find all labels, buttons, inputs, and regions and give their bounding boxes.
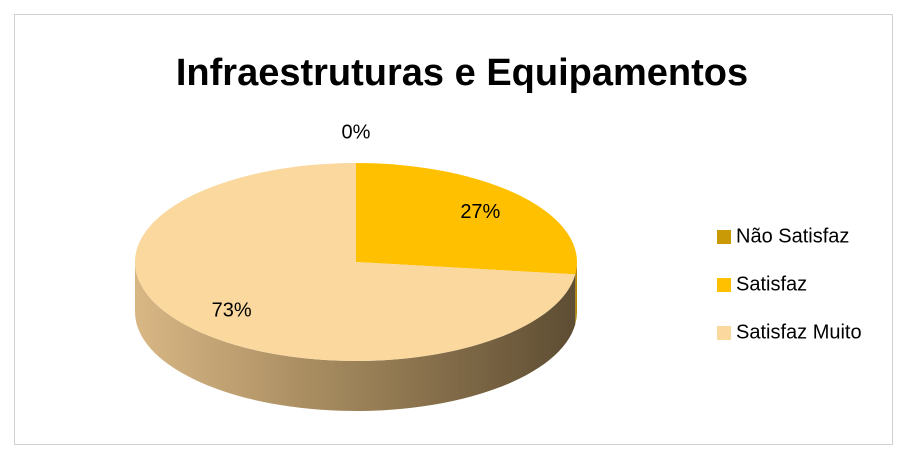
legend-label: Satisfaz Muito (736, 321, 862, 343)
legend-swatch (717, 230, 731, 244)
pie-slice (135, 163, 576, 361)
legend-swatch (717, 278, 731, 292)
pie-side (575, 262, 577, 325)
legend-swatch (717, 326, 731, 340)
legend-label: Satisfaz (736, 273, 807, 295)
data-label: 0% (342, 122, 371, 144)
chart-title: Infraestruturas e Equipamentos (176, 52, 748, 94)
data-label: 73% (212, 299, 252, 321)
legend-label: Não Satisfaz (736, 225, 849, 247)
pie-slice (356, 163, 577, 275)
pie-side (135, 262, 576, 412)
data-label: 27% (460, 201, 500, 223)
